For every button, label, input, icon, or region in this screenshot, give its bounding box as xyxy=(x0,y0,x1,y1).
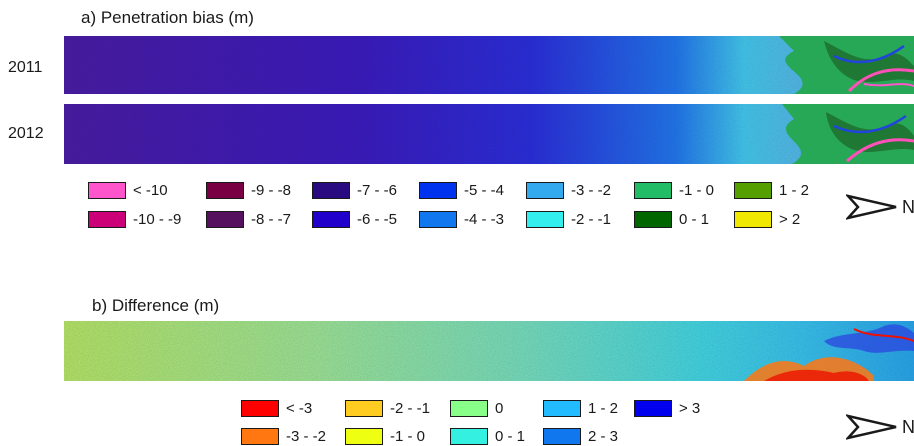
legend-swatch xyxy=(419,211,457,228)
panel-b-title: b) Difference (m) xyxy=(92,296,220,315)
raster-difference xyxy=(64,321,914,381)
legend-swatch xyxy=(345,428,383,445)
north-label: N xyxy=(902,417,914,437)
legend-swatch xyxy=(419,182,457,199)
north-arrow-icon xyxy=(846,194,897,220)
legend-swatch xyxy=(241,400,279,417)
legend-label: -2 - -1 xyxy=(571,211,612,228)
legend-label: -5 - -4 xyxy=(464,182,505,199)
legend-label: -3 - -2 xyxy=(571,182,612,199)
legend-swatch xyxy=(543,428,581,445)
north-label: N xyxy=(902,197,914,217)
legend-label: -2 - -1 xyxy=(390,400,431,417)
legend-swatch xyxy=(526,211,564,228)
legend-label: 1 - 2 xyxy=(588,400,619,417)
legend-swatch xyxy=(345,400,383,417)
legend-label: -7 - -6 xyxy=(357,182,398,199)
legend-swatch xyxy=(206,211,244,228)
legend-label: > 3 xyxy=(679,400,701,417)
legend-swatch-lt-minus10 xyxy=(88,182,126,199)
legend-label: -9 - -8 xyxy=(251,182,292,199)
legend-swatch xyxy=(634,211,672,228)
legend-label: -1 - 0 xyxy=(679,182,715,199)
legend-swatch xyxy=(526,182,564,199)
legend-label: -4 - -3 xyxy=(464,211,505,228)
legend-swatch xyxy=(543,400,581,417)
legend-swatch xyxy=(88,211,126,228)
legend-label: -6 - -5 xyxy=(357,211,398,228)
row-label-2012: 2012 xyxy=(8,125,44,142)
legend-label: 0 xyxy=(495,400,504,417)
legend-swatch xyxy=(450,400,488,417)
legend-label: < -3 xyxy=(286,400,313,417)
legend-swatch xyxy=(634,400,672,417)
legend-label: < -10 xyxy=(133,182,168,199)
north-arrow-icon xyxy=(846,414,897,440)
row-label-2011: 2011 xyxy=(8,59,43,76)
legend-label: -10 - -9 xyxy=(133,211,182,228)
legend-swatch xyxy=(450,428,488,445)
legend-label: -8 - -7 xyxy=(251,211,292,228)
legend-label: -1 - 0 xyxy=(390,428,426,445)
legend-swatch xyxy=(241,428,279,445)
legend-swatch xyxy=(734,211,772,228)
raster-2012 xyxy=(64,104,914,164)
legend-label: > 2 xyxy=(779,211,801,228)
legend-label: 0 - 1 xyxy=(495,428,526,445)
panel-a-title: a) Penetration bias (m) xyxy=(81,8,254,27)
legend-label: 0 - 1 xyxy=(679,211,710,228)
legend-swatch xyxy=(206,182,244,199)
legend-label: 2 - 3 xyxy=(588,428,619,445)
legend-label: -3 - -2 xyxy=(286,428,327,445)
legend-label: 1 - 2 xyxy=(779,182,810,199)
raster-2011 xyxy=(64,36,914,94)
legend-swatch xyxy=(634,182,672,199)
legend-swatch xyxy=(312,182,350,199)
legend-swatch xyxy=(734,182,772,199)
legend-swatch xyxy=(312,211,350,228)
